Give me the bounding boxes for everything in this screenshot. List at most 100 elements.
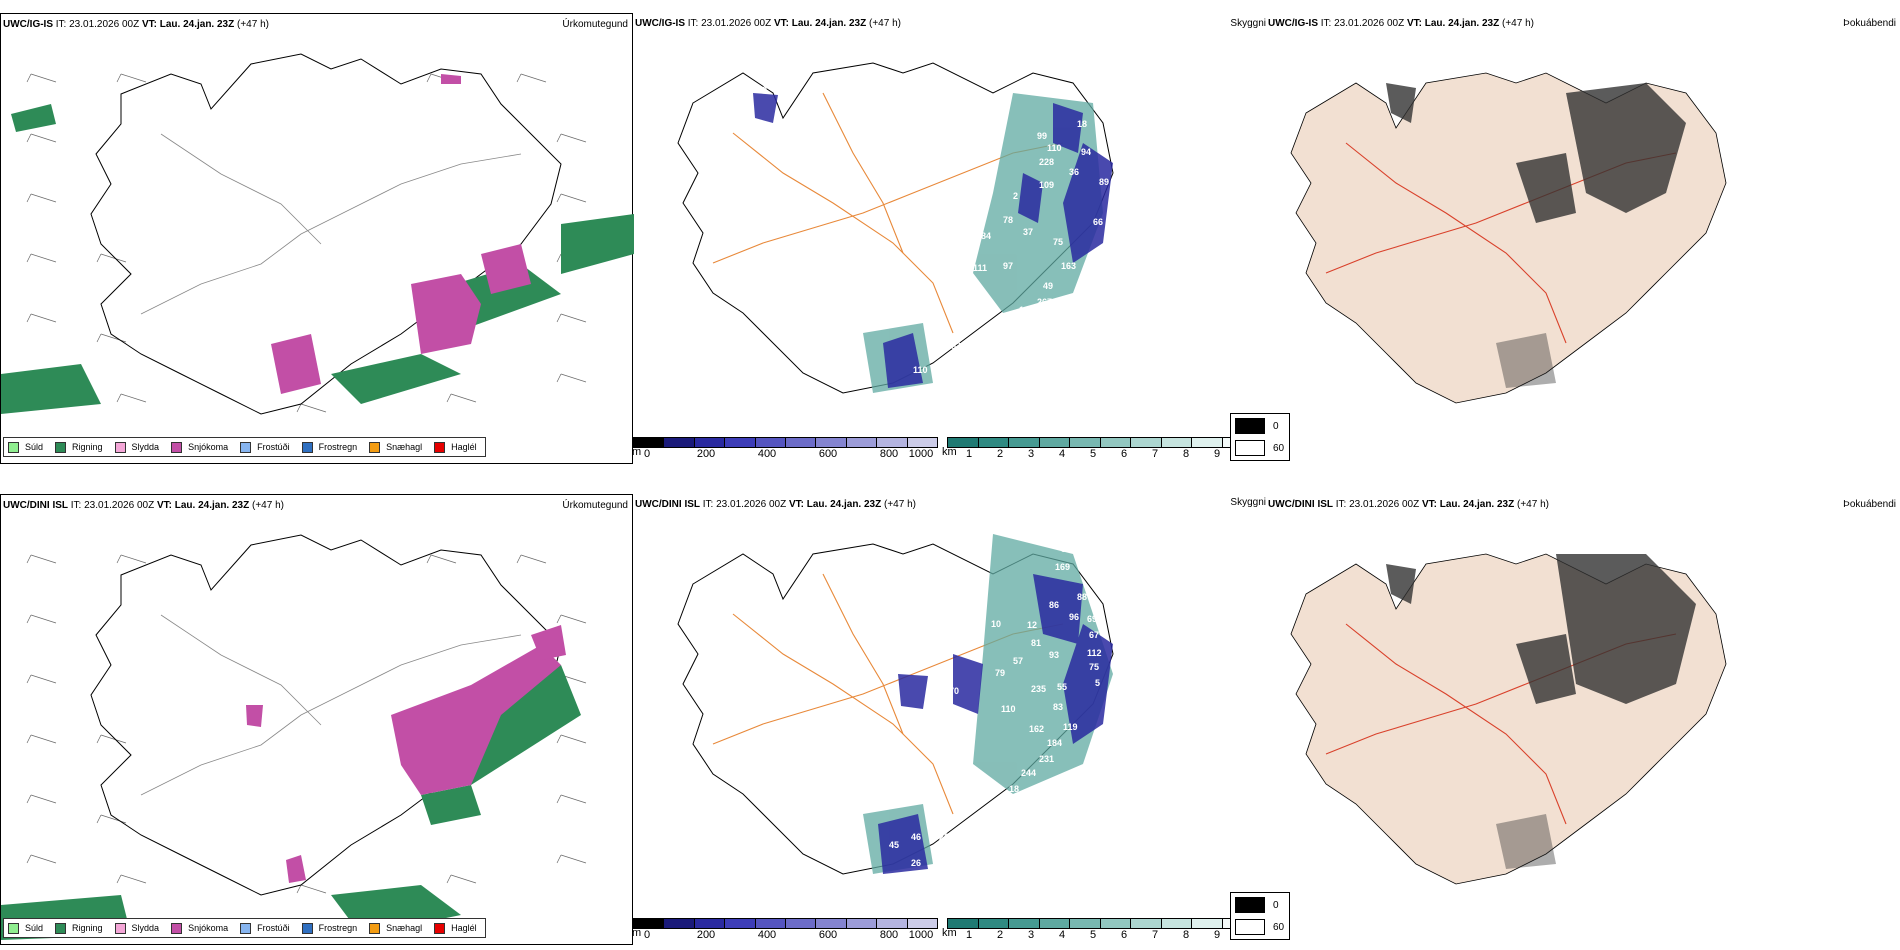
visibility-colorbar-ticks: 1 2 3 4 5 6 7 8 9 10 (965, 929, 1249, 941)
svg-text:163: 163 (1061, 261, 1076, 271)
svg-text:267: 267 (1037, 297, 1052, 307)
svg-text:37: 37 (1023, 227, 1033, 237)
svg-text:228: 228 (1039, 157, 1054, 167)
svg-text:5: 5 (1095, 678, 1100, 688)
visibility-colorbar-cells (947, 437, 1253, 448)
visibility-label: 2 (879, 263, 884, 273)
snow-areas (271, 74, 531, 394)
svg-text:10: 10 (757, 85, 767, 95)
panel-header: UWC/DINI ISL IT: 23.01.2026 00Z VT: Lau.… (635, 499, 916, 510)
visibility-map: 55 169 86 88 96 10 12 93 112 57 81 79 23… (677, 534, 1114, 875)
fog-legend: 0 60 (1230, 892, 1290, 940)
fog-panel-row1: UWC/IG-IS IT: 23.01.2026 00Z VT: Lau. 24… (1230, 13, 1900, 464)
ceiling-colorbar-cells (633, 918, 938, 929)
legend-item: Snæhagl (369, 441, 422, 453)
legend-item: Frostregn (301, 441, 357, 453)
svg-text:57: 57 (1013, 656, 1023, 666)
panel-title: Úrkomutegund (562, 500, 628, 511)
svg-text:169: 169 (1055, 562, 1070, 572)
svg-text:89: 89 (1099, 177, 1109, 187)
legend-item: Frostúði (240, 441, 290, 453)
svg-text:231: 231 (1039, 754, 1054, 764)
fog-legend-item: 60 (1231, 917, 1289, 937)
svg-text:55: 55 (1061, 544, 1071, 554)
precip-legend: Súld Rigning Slydda Snjókoma Frostúði Fr… (3, 918, 486, 938)
ceiling-labels: 10 156 99 18 110 94 228 36 109 89 2 66 7… (757, 83, 1109, 395)
legend-item: Rigning (55, 922, 103, 934)
svg-text:69: 69 (989, 343, 999, 353)
svg-text:36: 36 (1069, 167, 1079, 177)
svg-text:97: 97 (1003, 261, 1013, 271)
svg-text:109: 109 (1039, 180, 1054, 190)
svg-text:26: 26 (911, 858, 921, 868)
svg-text:26: 26 (939, 377, 949, 387)
legend-item: Slydda (114, 441, 159, 453)
precip-legend: Súld Rigning Slydda Snjókoma Frostúði Fr… (3, 437, 486, 457)
precip-type-panel-row2: UWC/DINI ISL IT: 23.01.2026 00Z VT: Lau.… (0, 494, 633, 945)
svg-text:156: 156 (1049, 83, 1064, 93)
svg-text:112: 112 (1087, 648, 1102, 658)
roads (140, 614, 522, 796)
legend-item: Rigning (55, 441, 103, 453)
svg-text:162: 162 (1029, 724, 1044, 734)
svg-text:78: 78 (1003, 215, 1013, 225)
precip-map (1, 534, 587, 940)
legend-item: Haglél (434, 922, 477, 934)
precip-type-panel-row1: UWC/IG-IS IT: 23.01.2026 00Z VT: Lau. 24… (0, 13, 634, 464)
svg-text:365: 365 (911, 385, 926, 395)
svg-text:53: 53 (951, 341, 961, 351)
fog-legend-item: 0 (1231, 416, 1289, 436)
visibility-colorbar-cells (947, 918, 1253, 929)
legend-item: Frostregn (301, 922, 357, 934)
visibility-colorbar-ticks: 1 2 3 4 5 6 7 8 9 10 (965, 448, 1249, 460)
panel-header: UWC/DINI ISL IT: 23.01.2026 00Z VT: Lau.… (3, 500, 284, 511)
roads (140, 133, 522, 315)
visibility-label: 2 (885, 748, 890, 758)
svg-text:94: 94 (1081, 147, 1091, 157)
svg-text:119: 119 (1063, 722, 1078, 732)
iceland-coast (90, 53, 562, 415)
svg-text:67: 67 (1089, 630, 1099, 640)
svg-text:66: 66 (1093, 217, 1103, 227)
legend-item: Súld (8, 441, 43, 453)
svg-text:110: 110 (1001, 704, 1016, 714)
ceiling-colorbar-ticks: 0 200 400 600 800 1000 (643, 448, 934, 460)
visibility-colorbar: 1 2 3 4 5 6 7 8 9 10 km (942, 437, 1253, 461)
svg-text:84: 84 (981, 231, 991, 241)
fog-map (1290, 553, 1727, 885)
ceiling-colorbar: 0 200 400 600 800 1000 m (632, 918, 938, 942)
svg-text:75: 75 (1089, 662, 1099, 672)
legend-item: Haglél (434, 441, 477, 453)
panel-title: Þokuábendi (1843, 499, 1896, 510)
svg-text:18: 18 (1077, 119, 1087, 129)
svg-text:70: 70 (949, 686, 959, 696)
svg-text:2: 2 (1013, 191, 1018, 201)
svg-text:99: 99 (1037, 131, 1047, 141)
ceiling-areas (753, 93, 1113, 388)
svg-text:81: 81 (1031, 638, 1041, 648)
ceiling-colorbar-cells (633, 437, 938, 448)
panel-header: UWC/IG-IS IT: 23.01.2026 00Z VT: Lau. 24… (1268, 18, 1534, 29)
svg-text:244: 244 (1021, 768, 1036, 778)
panel-title: Þokuábendi (1843, 18, 1896, 29)
svg-text:265: 265 (939, 832, 954, 842)
svg-text:83: 83 (1053, 702, 1063, 712)
svg-text:45: 45 (889, 840, 899, 850)
ceiling-colorbar: 0 200 400 600 800 1000 m (632, 437, 938, 461)
svg-text:141: 141 (1019, 327, 1034, 337)
svg-text:111: 111 (973, 263, 987, 273)
fog-legend-item: 60 (1231, 438, 1289, 458)
panel-title: Úrkomutegund (562, 19, 628, 30)
fog-indicator-areas (1386, 83, 1686, 388)
visibility-panel-row2: UWC/DINI ISL IT: 23.01.2026 00Z VT: Lau.… (632, 494, 1266, 945)
ceiling-labels: 55 169 86 88 96 10 12 93 112 57 81 79 23… (889, 544, 1102, 868)
ceiling-colorbar-unit: m (632, 446, 642, 458)
legend-item: Snæhagl (369, 922, 422, 934)
svg-text:79: 79 (995, 668, 1005, 678)
legend-item: Slydda (114, 922, 159, 934)
legend-item: Súld (8, 922, 43, 934)
panel-title: Skyggni (1230, 18, 1266, 29)
visibility-colorbar-unit: km (942, 927, 957, 939)
legend-item: Snjókoma (171, 441, 228, 453)
ceiling-colorbar-ticks: 0 200 400 600 800 1000 (643, 929, 934, 941)
